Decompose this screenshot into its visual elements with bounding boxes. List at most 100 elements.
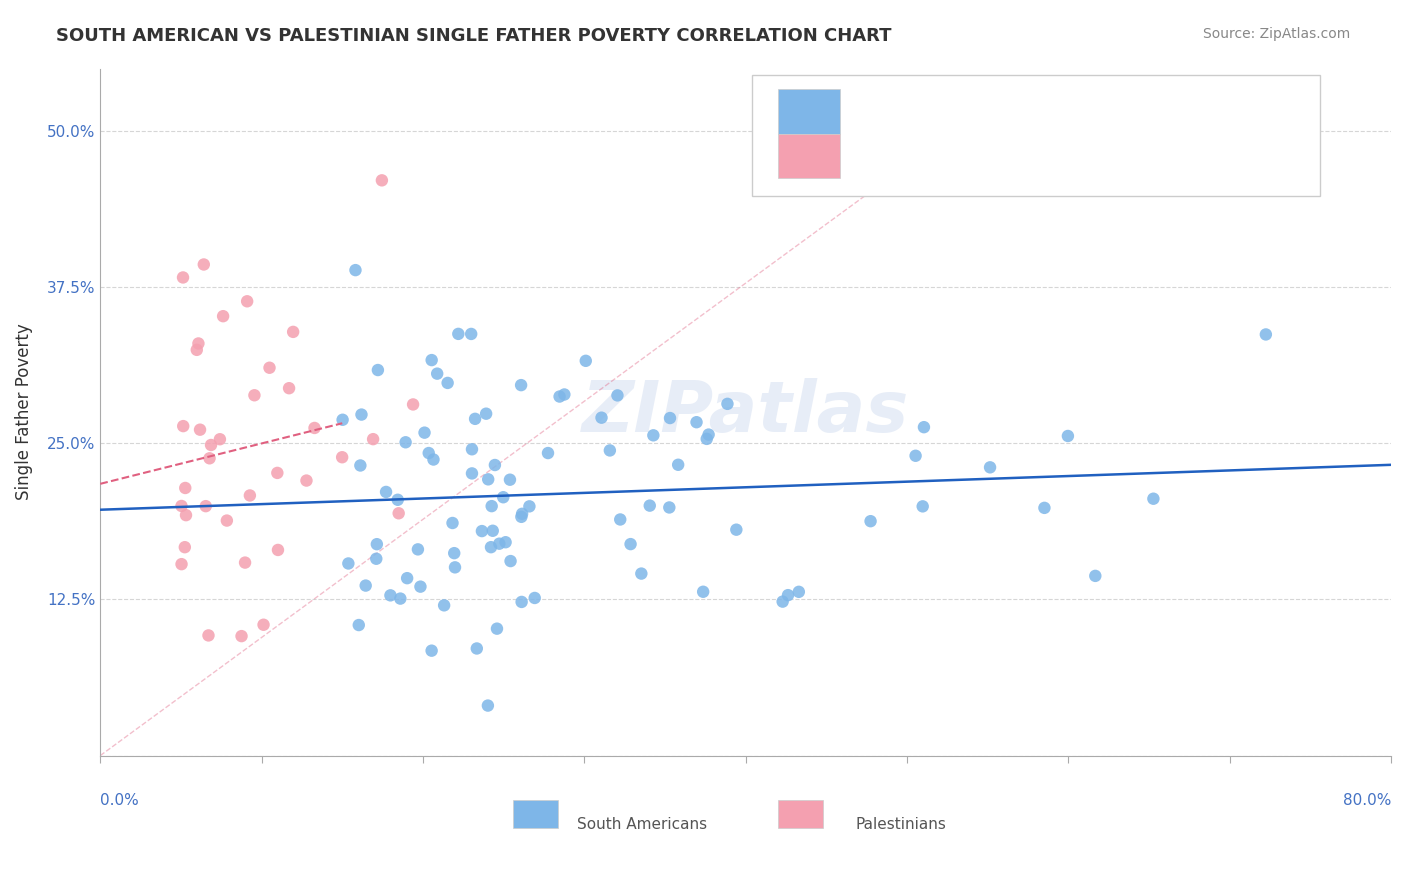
Point	[420, 643, 443, 657]
Point	[630, 566, 652, 581]
Point	[465, 641, 488, 656]
Point	[912, 420, 935, 434]
Point	[519, 500, 541, 514]
Point	[347, 618, 370, 632]
Point	[479, 540, 502, 554]
Point	[187, 336, 209, 351]
Point	[236, 294, 259, 309]
Point	[725, 523, 748, 537]
Point	[208, 432, 231, 446]
Point	[1057, 429, 1080, 443]
Point	[366, 551, 388, 566]
Point	[259, 360, 281, 375]
Point	[409, 580, 432, 594]
FancyBboxPatch shape	[778, 89, 839, 134]
Point	[172, 270, 194, 285]
Point	[904, 449, 927, 463]
Point	[441, 516, 464, 530]
Point	[499, 554, 522, 568]
Point	[186, 343, 208, 357]
Point	[477, 698, 499, 713]
Point	[433, 599, 456, 613]
Point	[772, 594, 794, 608]
Text: R =  0.228    N = 36: R = 0.228 N = 36	[855, 141, 1038, 159]
Point	[197, 628, 219, 642]
Point	[252, 617, 274, 632]
Point	[979, 460, 1001, 475]
Point	[233, 556, 256, 570]
Point	[692, 584, 714, 599]
Point	[387, 492, 409, 507]
Point	[375, 485, 398, 500]
Point	[413, 425, 436, 440]
Point	[371, 173, 394, 187]
Point	[344, 263, 367, 277]
Point	[281, 325, 304, 339]
Point	[484, 458, 506, 472]
Point	[523, 591, 546, 605]
FancyBboxPatch shape	[778, 134, 839, 178]
Point	[499, 473, 522, 487]
Point	[666, 458, 689, 472]
Point	[471, 524, 494, 538]
Point	[1254, 327, 1277, 342]
FancyBboxPatch shape	[778, 800, 823, 828]
Point	[239, 488, 262, 502]
Point	[422, 452, 444, 467]
Point	[170, 499, 193, 513]
Point	[436, 376, 458, 390]
Text: R =  0.141    N = 89: R = 0.141 N = 89	[855, 89, 1038, 107]
Point	[776, 588, 799, 602]
Point	[1142, 491, 1164, 506]
Text: 80.0%: 80.0%	[1343, 793, 1391, 808]
Point	[388, 506, 411, 520]
Point	[638, 499, 661, 513]
Point	[606, 388, 628, 402]
Text: ZIPatlas: ZIPatlas	[582, 377, 910, 447]
Point	[599, 443, 621, 458]
Point	[591, 410, 613, 425]
Point	[349, 458, 371, 473]
Point	[389, 591, 412, 606]
Point	[380, 588, 402, 602]
Point	[495, 535, 517, 549]
Point	[537, 446, 560, 460]
Point	[193, 258, 215, 272]
Point	[266, 466, 288, 480]
Point	[510, 378, 533, 392]
Point	[295, 474, 318, 488]
Point	[170, 557, 193, 571]
Point	[420, 353, 443, 368]
Point	[337, 557, 360, 571]
Point	[553, 387, 575, 401]
Point	[488, 537, 510, 551]
Point	[460, 326, 482, 341]
Point	[212, 309, 235, 323]
FancyBboxPatch shape	[752, 76, 1320, 195]
Point	[787, 584, 810, 599]
Point	[443, 546, 465, 560]
Point	[510, 509, 533, 524]
Point	[402, 397, 425, 411]
Point	[267, 543, 290, 558]
Point	[231, 629, 253, 643]
Point	[330, 450, 353, 465]
Point	[354, 578, 377, 592]
Point	[475, 407, 498, 421]
Point	[485, 622, 508, 636]
Point	[1084, 569, 1107, 583]
Point	[194, 499, 217, 513]
Point	[188, 423, 211, 437]
Point	[1033, 500, 1056, 515]
Point	[911, 500, 934, 514]
Point	[361, 432, 384, 446]
Point	[426, 367, 449, 381]
Point	[396, 571, 419, 585]
Point	[447, 326, 470, 341]
Point	[510, 507, 533, 521]
Point	[548, 390, 571, 404]
Point	[659, 411, 682, 425]
Point	[394, 435, 416, 450]
Point	[444, 560, 467, 574]
Point	[200, 438, 222, 452]
